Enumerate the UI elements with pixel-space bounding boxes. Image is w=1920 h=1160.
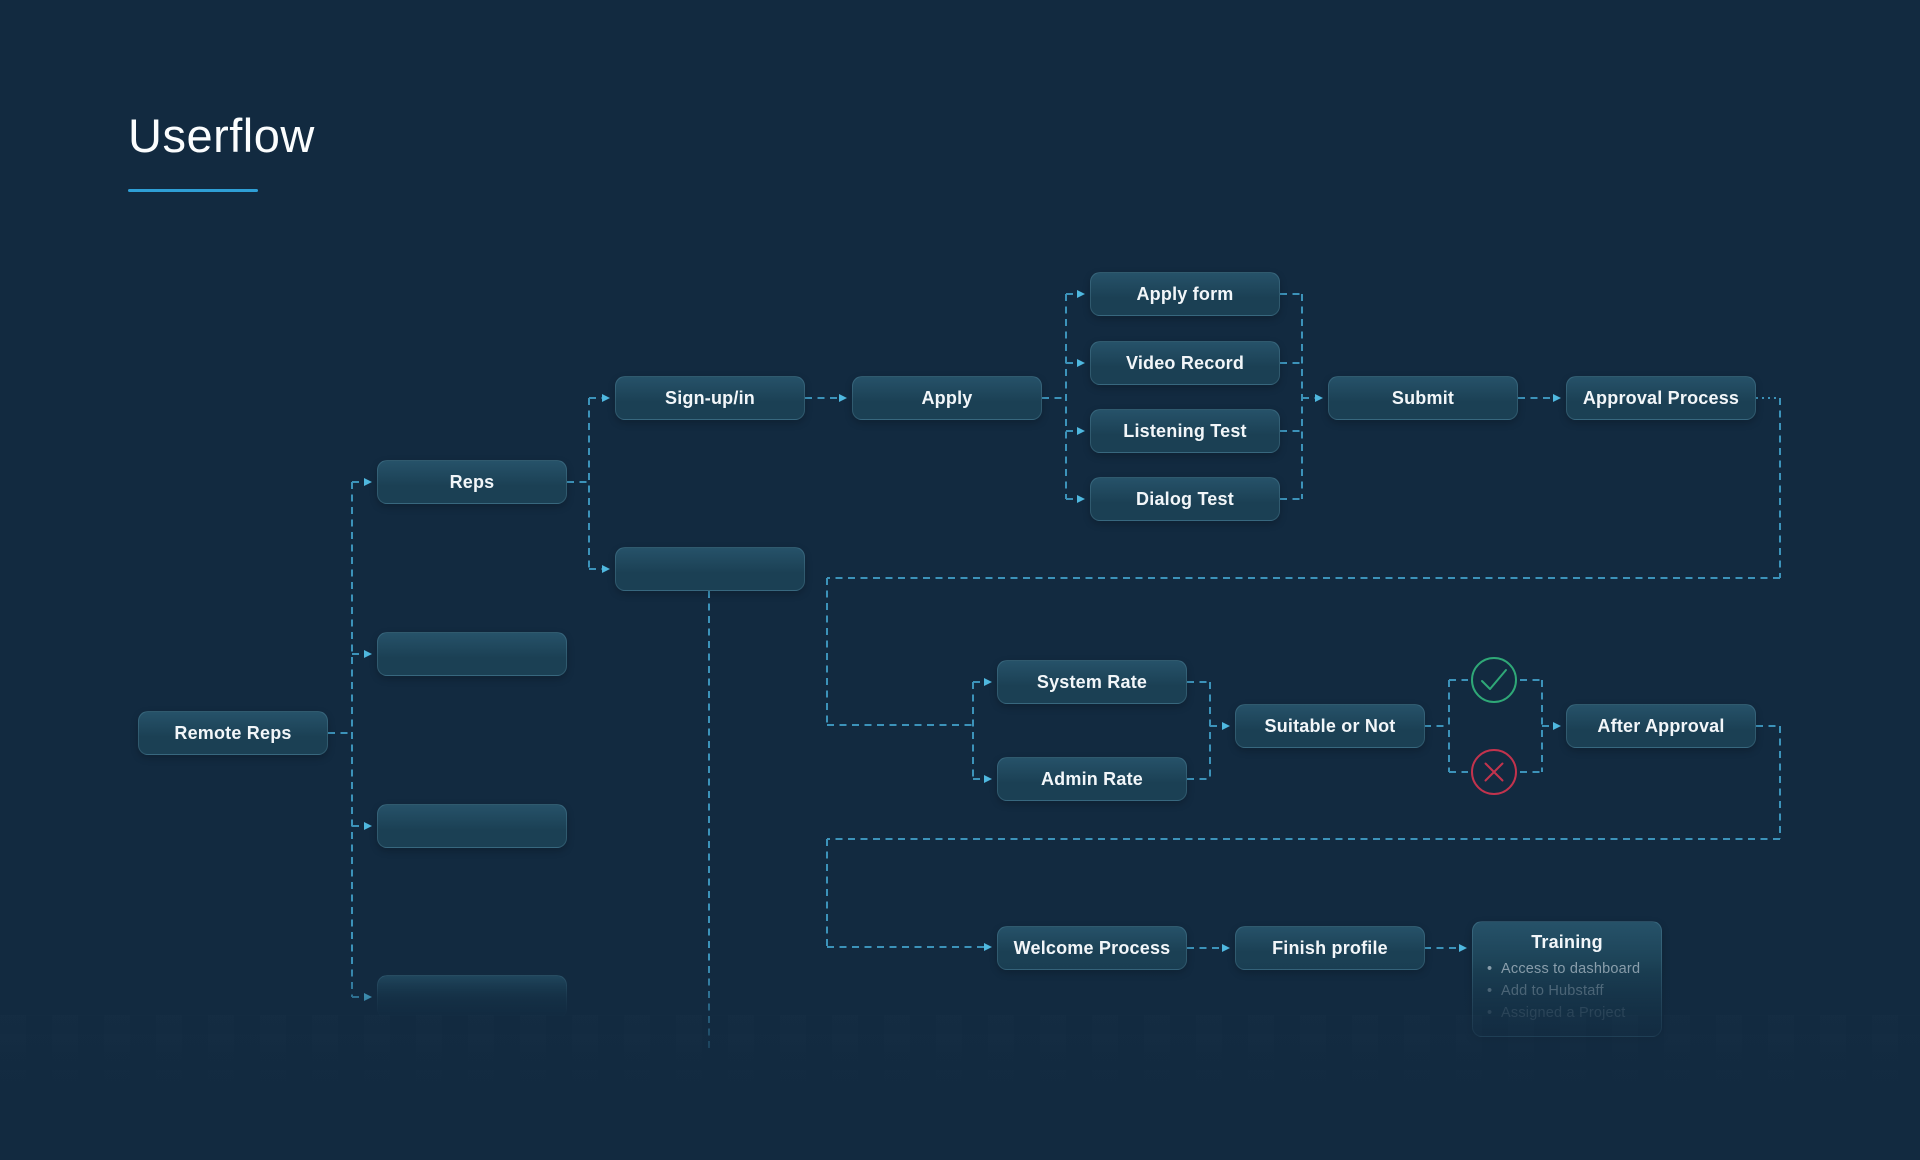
node-welcome-process[interactable]: Welcome Process (997, 926, 1187, 970)
node-video-record[interactable]: Video Record (1090, 341, 1280, 385)
node-label: Training (1531, 932, 1603, 952)
node-empty-3[interactable] (377, 975, 567, 1019)
node-training[interactable]: Training Access to dashboard Add to Hubs… (1472, 921, 1662, 1037)
node-label: Apply (921, 387, 973, 408)
node-label: Welcome Process (1013, 937, 1171, 958)
node-empty-2[interactable] (377, 804, 567, 848)
node-apply[interactable]: Apply (852, 376, 1042, 420)
training-bullet-list: Access to dashboard Add to Hubstaff Assi… (1473, 961, 1661, 1027)
node-after-approval[interactable]: After Approval (1566, 704, 1756, 748)
node-label: Submit (1391, 387, 1455, 408)
node-admin-rate[interactable]: Admin Rate (997, 757, 1187, 801)
node-label: Apply form (1136, 283, 1234, 304)
node-label: Suitable or Not (1264, 715, 1396, 736)
rejected-icon[interactable] (1471, 749, 1517, 795)
training-bullet: Add to Hubstaff (1487, 983, 1661, 999)
node-label: Listening Test (1123, 420, 1247, 441)
training-bullet: Assigned a Project (1487, 1005, 1661, 1021)
title-underline (128, 189, 258, 192)
node-approval-process[interactable]: Approval Process (1566, 376, 1756, 420)
node-finish-profile[interactable]: Finish profile (1235, 926, 1425, 970)
node-empty-1[interactable] (377, 632, 567, 676)
node-label: Dialog Test (1136, 488, 1234, 509)
node-listening-test[interactable]: Listening Test (1090, 409, 1280, 453)
node-reps[interactable]: Reps (377, 460, 567, 504)
node-label: Approval Process (1582, 387, 1740, 408)
connectors (328, 290, 1781, 1048)
node-label: Video Record (1125, 352, 1245, 373)
page-title: Userflow (128, 109, 315, 162)
approved-icon[interactable] (1471, 657, 1517, 703)
node-label: Sign-up/in (665, 387, 755, 408)
node-label: Finish profile (1272, 937, 1388, 958)
node-label: System Rate (1036, 671, 1148, 692)
node-empty-0[interactable] (615, 547, 805, 591)
node-label: Admin Rate (1040, 768, 1143, 789)
node-label: Remote Reps (174, 722, 292, 743)
node-remote-reps[interactable]: Remote Reps (138, 711, 328, 755)
node-submit[interactable]: Submit (1328, 376, 1518, 420)
node-system-rate[interactable]: System Rate (997, 660, 1187, 704)
node-dialog-test[interactable]: Dialog Test (1090, 477, 1280, 521)
node-label: After Approval (1597, 715, 1725, 736)
node-apply-form[interactable]: Apply form (1090, 272, 1280, 316)
node-sign-up-in[interactable]: Sign-up/in (615, 376, 805, 420)
node-label: Reps (449, 471, 495, 492)
node-suitable-or-not[interactable]: Suitable or Not (1235, 704, 1425, 748)
training-bullet: Access to dashboard (1487, 961, 1661, 977)
